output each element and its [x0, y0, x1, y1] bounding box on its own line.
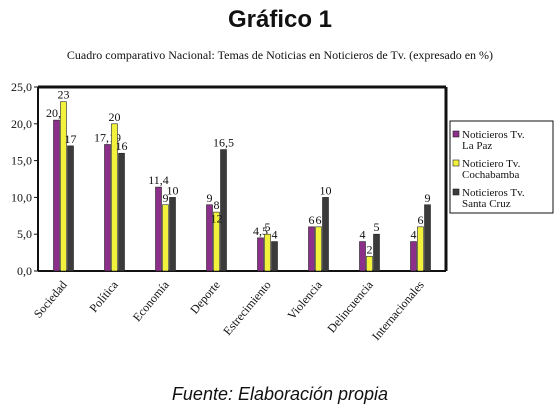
x-tick-label: Economía	[130, 277, 172, 324]
legend-swatch	[452, 159, 460, 167]
bar	[373, 233, 380, 272]
bar	[264, 233, 271, 272]
legend-label: Santa Cruz	[462, 198, 511, 210]
data-label: 8	[214, 198, 220, 212]
y-tick-label: 20,0	[11, 117, 32, 131]
bar	[104, 144, 111, 272]
data-label: 4	[360, 228, 366, 242]
legend-label: La Paz	[462, 140, 492, 152]
data-label: 6	[418, 213, 424, 227]
bar	[53, 119, 60, 272]
bar	[315, 226, 322, 272]
y-tick-label: 5,0	[17, 227, 32, 241]
bar-chart: 0,05,010,015,020,025,020,52317Sociedad17…	[11, 80, 554, 343]
legend-swatch	[452, 188, 460, 196]
x-tick-label: Violencia	[285, 277, 326, 322]
legend-label: Noticieros Tv.	[462, 187, 525, 199]
data-label: 10	[320, 183, 332, 197]
data-label: 11,4	[148, 173, 169, 187]
bar	[308, 226, 315, 272]
data-label: 10	[167, 183, 179, 197]
x-tick-label: Política	[87, 277, 122, 315]
bar	[111, 123, 118, 272]
bar	[220, 149, 227, 272]
legend-label: Cochabamba	[462, 169, 520, 181]
bar	[162, 204, 169, 272]
data-label: 9	[425, 191, 431, 205]
data-label: 16,5	[213, 136, 234, 150]
bar	[359, 241, 366, 272]
data-label: 9	[207, 191, 213, 205]
data-label: 23	[58, 88, 70, 102]
legend-box	[449, 120, 554, 214]
bar	[206, 204, 213, 272]
bar	[424, 204, 431, 272]
source-note: Fuente: Elaboración propia	[171, 384, 389, 404]
x-tick-label: Estrecimiento	[220, 278, 274, 338]
legend-swatch	[452, 130, 460, 138]
x-tick-label: Sociedad	[31, 278, 70, 321]
data-label: 4	[411, 228, 417, 242]
data-label: 9	[163, 191, 169, 205]
data-label: 6	[316, 213, 322, 227]
bar	[118, 152, 125, 272]
data-label: 5	[265, 220, 271, 234]
chart-title: Gráfico 1	[227, 6, 333, 33]
bar	[366, 255, 373, 272]
y-tick-label: 25,0	[11, 80, 32, 94]
y-tick-label: 0,0	[17, 264, 32, 278]
y-tick-label: 15,0	[11, 154, 32, 168]
x-tick-label: Delincuencia	[324, 277, 376, 335]
x-tick-label: Internacionales	[369, 278, 427, 343]
bar	[271, 241, 278, 272]
bar	[155, 186, 162, 272]
bar	[417, 226, 424, 272]
bar	[60, 101, 67, 272]
data-label: 5	[374, 220, 380, 234]
data-label: 20	[109, 110, 121, 124]
y-tick-label: 10,0	[11, 190, 32, 204]
bar	[213, 211, 220, 272]
bar	[169, 197, 176, 272]
bar	[67, 145, 74, 272]
bar	[322, 197, 329, 272]
extra-data-label: 12	[211, 211, 223, 225]
legend-label: Noticieros Tv.	[462, 129, 525, 141]
chart-subtitle: Cuadro comparativo Nacional: Temas de No…	[66, 48, 494, 62]
bar	[410, 241, 417, 272]
data-label: 2	[367, 242, 373, 256]
data-label: 6	[309, 213, 315, 227]
data-label: 17	[65, 132, 77, 146]
data-label: 4	[272, 228, 278, 242]
x-tick-label: Deporte	[187, 278, 223, 317]
data-label: 16	[116, 139, 128, 153]
legend-label: Noticiero Tv.	[462, 158, 521, 170]
bar	[257, 237, 264, 272]
